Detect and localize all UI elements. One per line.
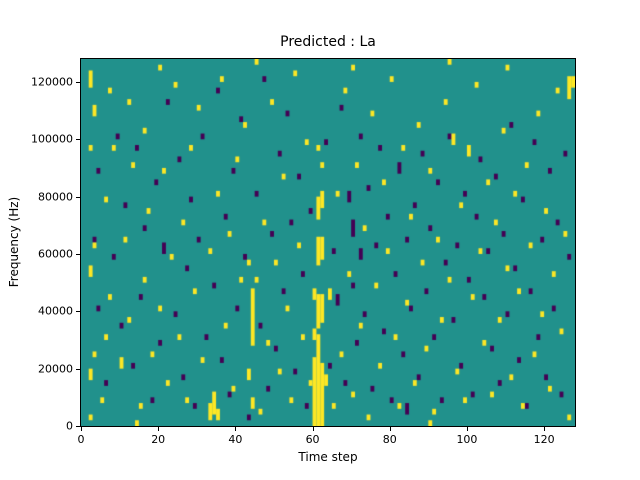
y-tick-label: 40000 [38,304,73,318]
chart-title: Predicted : La [280,34,376,50]
x-tick-label: 20 [151,433,166,446]
y-tick-mark [76,196,80,198]
plot-area [80,58,576,427]
heatmap-canvas [81,59,575,426]
x-tick-mark [312,427,314,431]
y-tick-label: 60000 [38,247,73,261]
x-tick-mark [81,427,82,431]
x-tick-mark [544,427,546,431]
y-tick-mark [76,139,80,141]
y-tick-label: 120000 [31,75,73,89]
y-tick-mark [76,368,80,370]
x-tick-label: 100 [456,433,478,446]
y-tick-mark [76,253,80,255]
y-tick-label: 20000 [38,362,73,376]
y-tick-label: 100000 [31,132,73,146]
y-tick-label: 80000 [38,190,73,204]
x-tick-mark [235,427,237,431]
x-tick-label: 40 [228,433,243,446]
y-tick-label: 0 [66,419,73,433]
x-tick-mark [389,427,391,431]
y-axis-label: Frequency (Hz) [7,196,21,288]
x-tick-label: 60 [305,433,320,446]
x-tick-mark [158,427,160,431]
x-axis-label: Time step [298,450,358,464]
x-tick-mark [466,427,468,431]
x-tick-label: 80 [382,433,397,446]
y-tick-mark [76,311,80,313]
y-tick-mark [76,426,80,427]
x-tick-label: 120 [533,433,555,446]
x-tick-label: 0 [77,433,85,446]
y-tick-mark [76,81,80,83]
